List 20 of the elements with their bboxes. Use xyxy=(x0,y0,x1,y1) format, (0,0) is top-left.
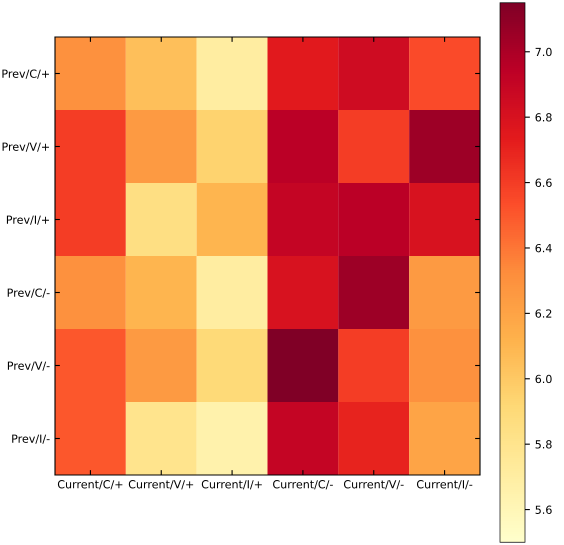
y-tick-label: Prev/V/- xyxy=(8,362,50,371)
x-tick-label: Current/I/+ xyxy=(202,480,262,490)
y-tick-label: Prev/I/+ xyxy=(6,216,49,225)
x-tick-label: Current/C/- xyxy=(273,480,333,490)
color-bar-label: 6.8 xyxy=(536,113,552,122)
x-tick-label: Current/V/- xyxy=(344,480,404,490)
y-tick-label: Prev/V/+ xyxy=(2,142,49,152)
color-bar-label: 6.0 xyxy=(536,374,552,384)
y-tick-label: Prev/C/- xyxy=(8,288,50,298)
color-bar-label: 5.8 xyxy=(536,440,552,449)
color-bar-label: 6.2 xyxy=(536,309,552,318)
color-bar-label: 7.0 xyxy=(536,48,552,56)
y-tick-label: Prev/C/+ xyxy=(2,69,49,79)
color-bar-label: 6.4 xyxy=(536,244,552,252)
x-tick-label: Current/C/+ xyxy=(58,480,122,490)
x-tick-label: Current/V/+ xyxy=(128,480,194,490)
y-tick-label: Prev/I/- xyxy=(12,434,50,444)
color-bar-label: 5.6 xyxy=(536,506,552,514)
color-bar-label: 6.6 xyxy=(536,178,552,187)
x-tick-label: Current/I/- xyxy=(416,480,472,490)
